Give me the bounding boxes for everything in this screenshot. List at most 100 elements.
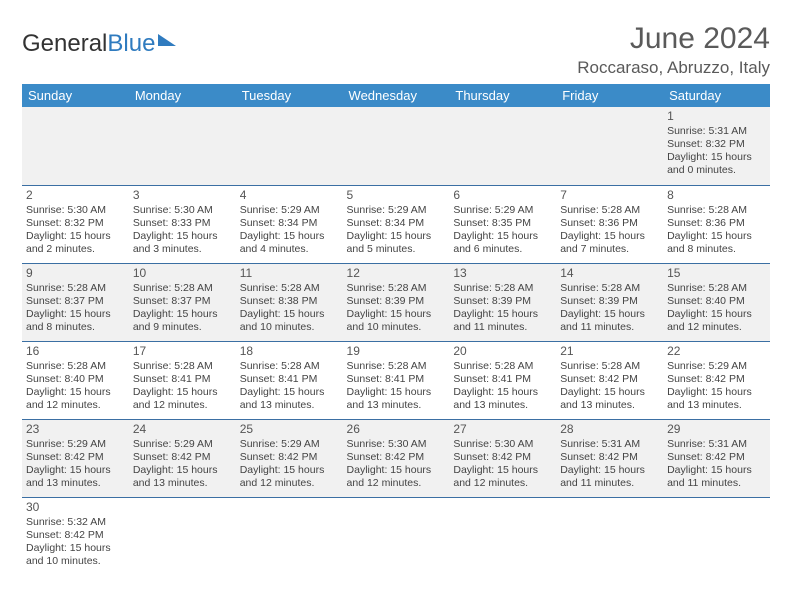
calendar-day-cell [663, 497, 770, 575]
calendar-week-row: 2Sunrise: 5:30 AMSunset: 8:32 PMDaylight… [22, 185, 770, 263]
sunrise-line: Sunrise: 5:28 AM [667, 204, 766, 217]
calendar-day-cell [556, 107, 663, 185]
day-number: 20 [453, 344, 552, 359]
daylight-line: Daylight: 15 hours [26, 464, 125, 477]
sunset-line: Sunset: 8:36 PM [667, 217, 766, 230]
calendar-day-cell [449, 497, 556, 575]
calendar-table: Sunday Monday Tuesday Wednesday Thursday… [22, 84, 770, 575]
daylight-line: Daylight: 15 hours [453, 230, 552, 243]
sunrise-line: Sunrise: 5:29 AM [453, 204, 552, 217]
daylight-line: and 0 minutes. [667, 164, 766, 177]
day-number: 8 [667, 188, 766, 203]
title-block: June 2024 Roccaraso, Abruzzo, Italy [577, 22, 770, 78]
sunrise-line: Sunrise: 5:28 AM [560, 360, 659, 373]
calendar-week-row: 16Sunrise: 5:28 AMSunset: 8:40 PMDayligh… [22, 341, 770, 419]
calendar-day-cell: 13Sunrise: 5:28 AMSunset: 8:39 PMDayligh… [449, 263, 556, 341]
month-title: June 2024 [577, 22, 770, 56]
daylight-line: Daylight: 15 hours [667, 308, 766, 321]
day-number: 26 [347, 422, 446, 437]
daylight-line: Daylight: 15 hours [240, 308, 339, 321]
sunset-line: Sunset: 8:42 PM [667, 451, 766, 464]
sunset-line: Sunset: 8:42 PM [240, 451, 339, 464]
daylight-line: Daylight: 15 hours [240, 230, 339, 243]
sunset-line: Sunset: 8:37 PM [26, 295, 125, 308]
daylight-line: and 4 minutes. [240, 243, 339, 256]
sunrise-line: Sunrise: 5:30 AM [347, 438, 446, 451]
sunset-line: Sunset: 8:38 PM [240, 295, 339, 308]
calendar-day-cell: 23Sunrise: 5:29 AMSunset: 8:42 PMDayligh… [22, 419, 129, 497]
sunrise-line: Sunrise: 5:29 AM [240, 438, 339, 451]
daylight-line: and 11 minutes. [453, 321, 552, 334]
sunrise-line: Sunrise: 5:28 AM [560, 282, 659, 295]
daylight-line: and 10 minutes. [240, 321, 339, 334]
sunset-line: Sunset: 8:34 PM [347, 217, 446, 230]
calendar-day-cell: 5Sunrise: 5:29 AMSunset: 8:34 PMDaylight… [343, 185, 450, 263]
calendar-day-cell [556, 497, 663, 575]
calendar-day-cell: 20Sunrise: 5:28 AMSunset: 8:41 PMDayligh… [449, 341, 556, 419]
daylight-line: Daylight: 15 hours [667, 464, 766, 477]
day-number: 4 [240, 188, 339, 203]
daylight-line: Daylight: 15 hours [667, 230, 766, 243]
sunrise-line: Sunrise: 5:32 AM [26, 516, 125, 529]
daylight-line: Daylight: 15 hours [347, 386, 446, 399]
day-header: Sunday [22, 84, 129, 107]
sunset-line: Sunset: 8:42 PM [347, 451, 446, 464]
day-number: 27 [453, 422, 552, 437]
daylight-line: and 10 minutes. [26, 555, 125, 568]
sunrise-line: Sunrise: 5:29 AM [347, 204, 446, 217]
daylight-line: and 2 minutes. [26, 243, 125, 256]
daylight-line: Daylight: 15 hours [453, 464, 552, 477]
sunset-line: Sunset: 8:35 PM [453, 217, 552, 230]
sunset-line: Sunset: 8:41 PM [347, 373, 446, 386]
calendar-day-cell: 9Sunrise: 5:28 AMSunset: 8:37 PMDaylight… [22, 263, 129, 341]
daylight-line: Daylight: 15 hours [667, 151, 766, 164]
sunset-line: Sunset: 8:39 PM [453, 295, 552, 308]
calendar-day-cell: 4Sunrise: 5:29 AMSunset: 8:34 PMDaylight… [236, 185, 343, 263]
sunset-line: Sunset: 8:39 PM [347, 295, 446, 308]
sunset-line: Sunset: 8:34 PM [240, 217, 339, 230]
calendar-day-cell [129, 107, 236, 185]
daylight-line: Daylight: 15 hours [26, 386, 125, 399]
daylight-line: Daylight: 15 hours [453, 386, 552, 399]
daylight-line: Daylight: 15 hours [347, 308, 446, 321]
sunset-line: Sunset: 8:42 PM [560, 451, 659, 464]
day-number: 17 [133, 344, 232, 359]
day-number: 1 [667, 109, 766, 124]
daylight-line: and 13 minutes. [560, 399, 659, 412]
calendar-day-cell: 28Sunrise: 5:31 AMSunset: 8:42 PMDayligh… [556, 419, 663, 497]
calendar-day-cell: 26Sunrise: 5:30 AMSunset: 8:42 PMDayligh… [343, 419, 450, 497]
day-number: 30 [26, 500, 125, 515]
day-number: 19 [347, 344, 446, 359]
calendar-day-cell: 30Sunrise: 5:32 AMSunset: 8:42 PMDayligh… [22, 497, 129, 575]
daylight-line: Daylight: 15 hours [26, 230, 125, 243]
day-number: 6 [453, 188, 552, 203]
day-number: 9 [26, 266, 125, 281]
daylight-line: Daylight: 15 hours [560, 464, 659, 477]
calendar-day-cell [236, 107, 343, 185]
sunset-line: Sunset: 8:39 PM [560, 295, 659, 308]
calendar-day-cell [129, 497, 236, 575]
sunrise-line: Sunrise: 5:30 AM [26, 204, 125, 217]
day-header: Wednesday [343, 84, 450, 107]
sunrise-line: Sunrise: 5:29 AM [667, 360, 766, 373]
calendar-day-cell: 29Sunrise: 5:31 AMSunset: 8:42 PMDayligh… [663, 419, 770, 497]
daylight-line: and 5 minutes. [347, 243, 446, 256]
daylight-line: and 9 minutes. [133, 321, 232, 334]
sunrise-line: Sunrise: 5:28 AM [240, 282, 339, 295]
day-header: Thursday [449, 84, 556, 107]
daylight-line: and 10 minutes. [347, 321, 446, 334]
sunrise-line: Sunrise: 5:28 AM [347, 282, 446, 295]
sunset-line: Sunset: 8:42 PM [26, 451, 125, 464]
day-number: 5 [347, 188, 446, 203]
header: GeneralBlue June 2024 Roccaraso, Abruzzo… [22, 22, 770, 78]
calendar-day-cell: 22Sunrise: 5:29 AMSunset: 8:42 PMDayligh… [663, 341, 770, 419]
sunrise-line: Sunrise: 5:30 AM [133, 204, 232, 217]
calendar-day-cell [236, 497, 343, 575]
sunset-line: Sunset: 8:32 PM [26, 217, 125, 230]
calendar-day-cell: 27Sunrise: 5:30 AMSunset: 8:42 PMDayligh… [449, 419, 556, 497]
sunrise-line: Sunrise: 5:28 AM [133, 360, 232, 373]
sunset-line: Sunset: 8:32 PM [667, 138, 766, 151]
calendar-day-cell: 14Sunrise: 5:28 AMSunset: 8:39 PMDayligh… [556, 263, 663, 341]
sunrise-line: Sunrise: 5:28 AM [133, 282, 232, 295]
sunrise-line: Sunrise: 5:31 AM [560, 438, 659, 451]
